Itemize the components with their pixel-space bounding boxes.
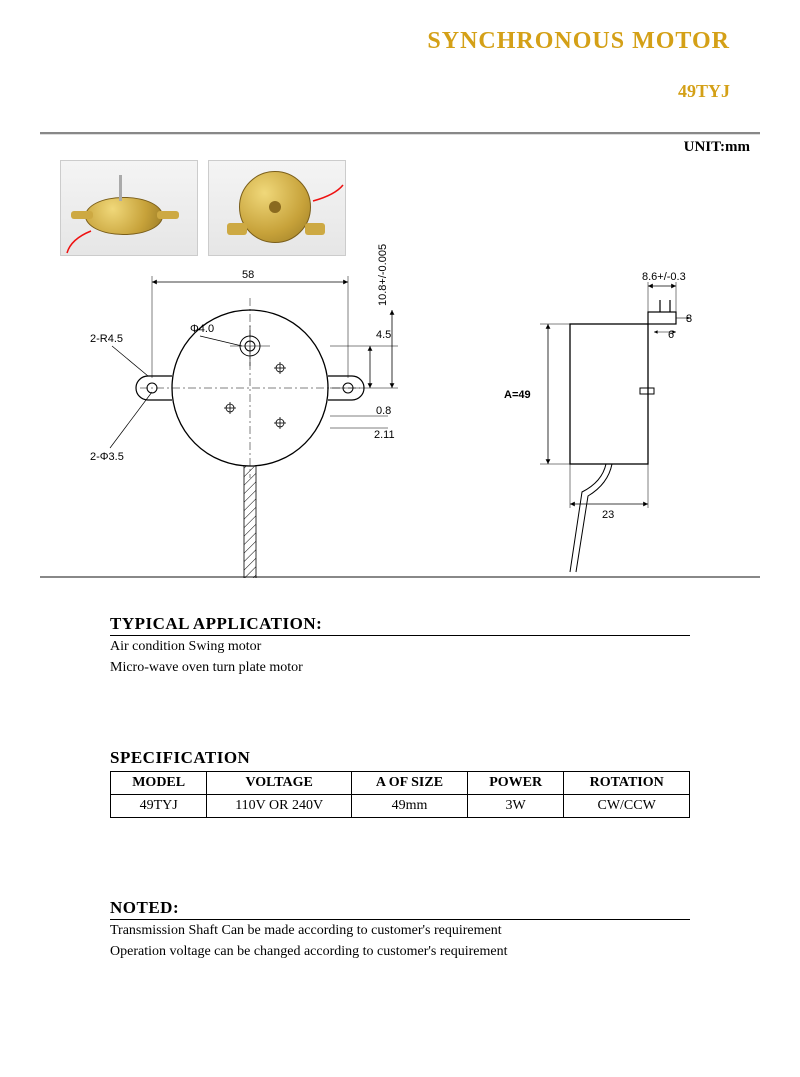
dim-6: 6 (668, 329, 674, 341)
col-model: MODEL (111, 771, 207, 794)
unit-label: UNIT:mm (0, 135, 800, 156)
cell-model: 49TYJ (111, 794, 207, 817)
dim-211: 2.11 (374, 429, 395, 441)
dim-58: 58 (242, 269, 254, 281)
noted-line-1: Transmission Shaft Can be made according… (110, 922, 690, 941)
cell-power: 3W (467, 794, 563, 817)
dim-23: 23 (602, 509, 614, 521)
page-title: SYNCHRONOUS MOTOR (0, 28, 730, 55)
noted-heading: NOTED: (110, 898, 690, 920)
col-rotation: ROTATION (564, 771, 690, 794)
application-section: TYPICAL APPLICATION: Air condition Swing… (0, 614, 800, 678)
table-header-row: MODEL VOLTAGE A OF SIZE POWER ROTATION (111, 771, 690, 794)
header: SYNCHRONOUS MOTOR 49TYJ (0, 0, 800, 102)
noted-line-2: Operation voltage can be changed accordi… (110, 943, 690, 962)
application-line-1: Air condition Swing motor (110, 638, 690, 657)
cell-size: 49mm (351, 794, 467, 817)
specification-heading: SPECIFICATION (110, 748, 690, 769)
technical-drawing: 58 2-R4.5 2-Φ3.5 Φ4.0 4.5 10.8+/-0.005 0… (40, 258, 760, 578)
dim-45: 4.5 (376, 329, 391, 341)
col-voltage: VOLTAGE (207, 771, 352, 794)
dim-phi40: Φ4.0 (190, 323, 214, 335)
dim-08: 0.8 (376, 405, 391, 417)
dim-86: 8.6+/-0.3 (642, 271, 686, 283)
drawing-svg: 58 2-R4.5 2-Φ3.5 Φ4.0 4.5 10.8+/-0.005 0… (40, 238, 760, 578)
cell-rotation: CW/CCW (564, 794, 690, 817)
dim-108: 10.8+/-0.005 (377, 244, 389, 306)
specification-table: MODEL VOLTAGE A OF SIZE POWER ROTATION 4… (110, 771, 690, 818)
cell-voltage: 110V OR 240V (207, 794, 352, 817)
dim-a49: A=49 (504, 389, 531, 401)
dim-phi35: 2-Φ3.5 (90, 451, 124, 463)
col-size: A OF SIZE (351, 771, 467, 794)
specification-section: SPECIFICATION MODEL VOLTAGE A OF SIZE PO… (0, 748, 800, 818)
col-power: POWER (467, 771, 563, 794)
dim-3: 3 (686, 313, 692, 325)
application-line-2: Micro-wave oven turn plate motor (110, 659, 690, 678)
model-code: 49TYJ (0, 81, 730, 102)
noted-section: NOTED: Transmission Shaft Can be made ac… (0, 898, 800, 962)
table-row: 49TYJ 110V OR 240V 49mm 3W CW/CCW (111, 794, 690, 817)
dim-r45: 2-R4.5 (90, 333, 123, 345)
application-heading: TYPICAL APPLICATION: (110, 614, 690, 636)
